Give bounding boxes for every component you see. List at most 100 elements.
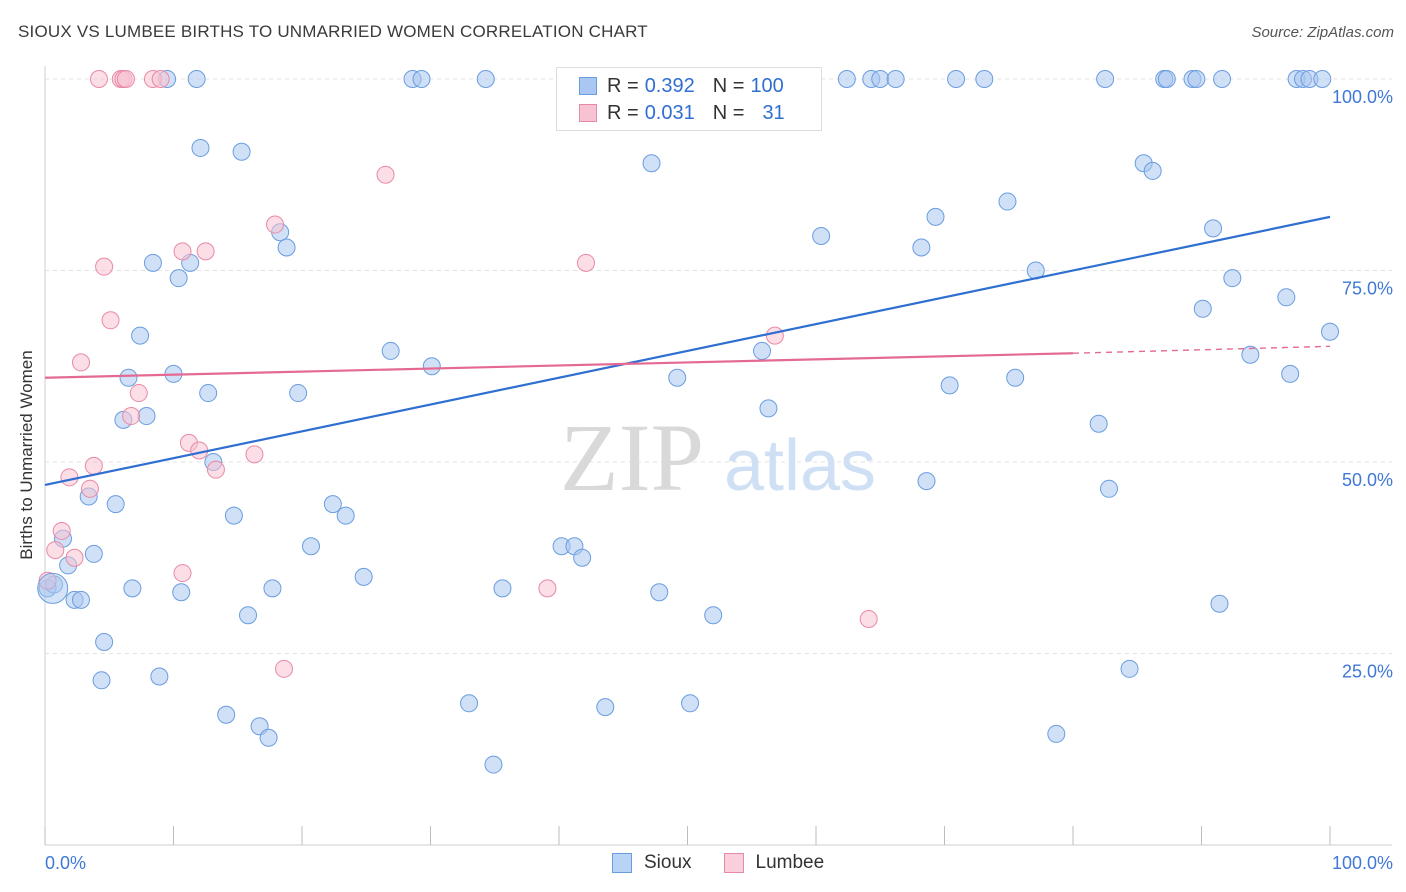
sioux-trend-line xyxy=(44,215,1331,487)
sioux-point xyxy=(484,755,503,774)
lumbee-point xyxy=(101,311,120,330)
sioux-point xyxy=(277,238,296,257)
gridlines xyxy=(45,78,1392,654)
sioux-point xyxy=(224,506,243,525)
source-label: Source: ZipAtlas.com xyxy=(1251,24,1394,41)
axes xyxy=(44,66,1392,846)
y-tick-label: 25.0% xyxy=(1342,662,1393,682)
legend-row-sioux: R = 0.392 N = 100 xyxy=(579,74,784,98)
sioux-point xyxy=(143,253,162,272)
legend-item-lumbee[interactable]: Lumbee xyxy=(723,852,824,874)
trend-lines xyxy=(44,215,1331,487)
sioux-point xyxy=(1120,659,1139,678)
sioux-point xyxy=(837,70,856,88)
x-tick-label: 100.0% xyxy=(1332,853,1393,873)
sioux-point xyxy=(1241,345,1260,364)
lumbee-point xyxy=(275,659,294,678)
sioux-point xyxy=(1210,594,1229,613)
watermark-atlas: atlas xyxy=(724,426,876,506)
sioux-point xyxy=(422,357,441,376)
sioux-point xyxy=(681,694,700,713)
sioux-point xyxy=(917,472,936,491)
y-tick-label: 100.0% xyxy=(1332,87,1393,107)
lumbee-point xyxy=(173,564,192,583)
sioux-point xyxy=(1313,70,1332,88)
lumbee-trend-line xyxy=(44,352,1074,379)
sioux-point xyxy=(596,698,615,717)
legend-swatch-lumbee xyxy=(723,853,744,873)
lumbee-point xyxy=(84,456,103,475)
lumbee-point xyxy=(65,548,84,567)
sioux-point xyxy=(217,705,236,724)
sioux-point xyxy=(169,269,188,288)
sioux-point xyxy=(381,341,400,360)
legend-row-lumbee: R = 0.031 N = 31 xyxy=(579,101,785,125)
sioux-point xyxy=(137,407,156,426)
sioux-point xyxy=(95,633,114,652)
sioux-point xyxy=(199,384,218,403)
lumbee-point xyxy=(206,460,225,479)
legend-item-sioux[interactable]: Sioux xyxy=(612,852,692,874)
y-tick-label: 75.0% xyxy=(1342,279,1393,299)
stats-legend: R = 0.392 N = 100 R = 0.031 N = 31 xyxy=(556,67,822,131)
sioux-point xyxy=(263,579,282,598)
sioux-point xyxy=(493,579,512,598)
lumbee-point xyxy=(71,353,90,372)
lumbee-point xyxy=(122,407,141,426)
sioux-point xyxy=(191,138,210,157)
sioux-point xyxy=(119,368,138,387)
sioux-point xyxy=(871,70,890,88)
sioux-point xyxy=(573,548,592,567)
sioux-point xyxy=(1143,161,1162,180)
sioux-point xyxy=(301,537,320,556)
legend-r-value: 0.031 xyxy=(644,101,695,124)
legend-r-label: R = xyxy=(607,101,639,124)
sioux-point xyxy=(704,606,723,625)
legend-n-value: 100 xyxy=(750,74,784,97)
sioux-point xyxy=(259,728,278,747)
sioux-point xyxy=(975,70,994,88)
sioux-point xyxy=(1193,299,1212,318)
sioux-point xyxy=(1099,479,1118,498)
chart-title: SIOUX VS LUMBEE BIRTHS TO UNMARRIED WOME… xyxy=(18,22,648,41)
sioux-point xyxy=(947,70,966,88)
sioux-point xyxy=(123,579,142,598)
sioux-point xyxy=(642,154,661,173)
sioux-point xyxy=(1204,219,1223,238)
sioux-point xyxy=(912,238,931,257)
sioux-point xyxy=(289,384,308,403)
sioux-point xyxy=(1281,364,1300,383)
legend-r-label: R = xyxy=(607,74,639,97)
sioux-point xyxy=(812,227,831,246)
lumbee-point xyxy=(95,257,114,276)
legend-label-sioux: Sioux xyxy=(644,852,692,873)
sioux-point xyxy=(1157,70,1176,88)
lumbee-point xyxy=(196,242,215,261)
sioux-point xyxy=(1047,724,1066,743)
sioux-point xyxy=(106,495,125,514)
sioux-point xyxy=(460,694,479,713)
legend-swatch-lumbee xyxy=(579,104,597,122)
lumbee-point xyxy=(89,70,108,88)
lumbee-point xyxy=(859,610,878,629)
sioux-point xyxy=(187,70,206,88)
lumbee-point xyxy=(129,384,148,403)
sioux-point xyxy=(37,572,69,604)
lumbee-point xyxy=(765,326,784,345)
sioux-point xyxy=(131,326,150,345)
lumbee-point xyxy=(376,165,395,184)
legend-n-label: N = xyxy=(712,74,745,97)
sioux-point xyxy=(1321,322,1339,341)
lumbee-point xyxy=(151,70,170,88)
lumbee-point xyxy=(80,479,99,498)
sioux-point xyxy=(232,142,251,161)
lumbee-point xyxy=(60,468,79,487)
lumbee-point xyxy=(266,215,285,234)
x-tick-label: 0.0% xyxy=(45,853,86,873)
sioux-point xyxy=(1213,70,1232,88)
sioux-point xyxy=(239,606,258,625)
sioux-point xyxy=(668,368,687,387)
legend-r-value: 0.392 xyxy=(644,74,695,97)
legend-n-label: N = xyxy=(712,101,745,124)
